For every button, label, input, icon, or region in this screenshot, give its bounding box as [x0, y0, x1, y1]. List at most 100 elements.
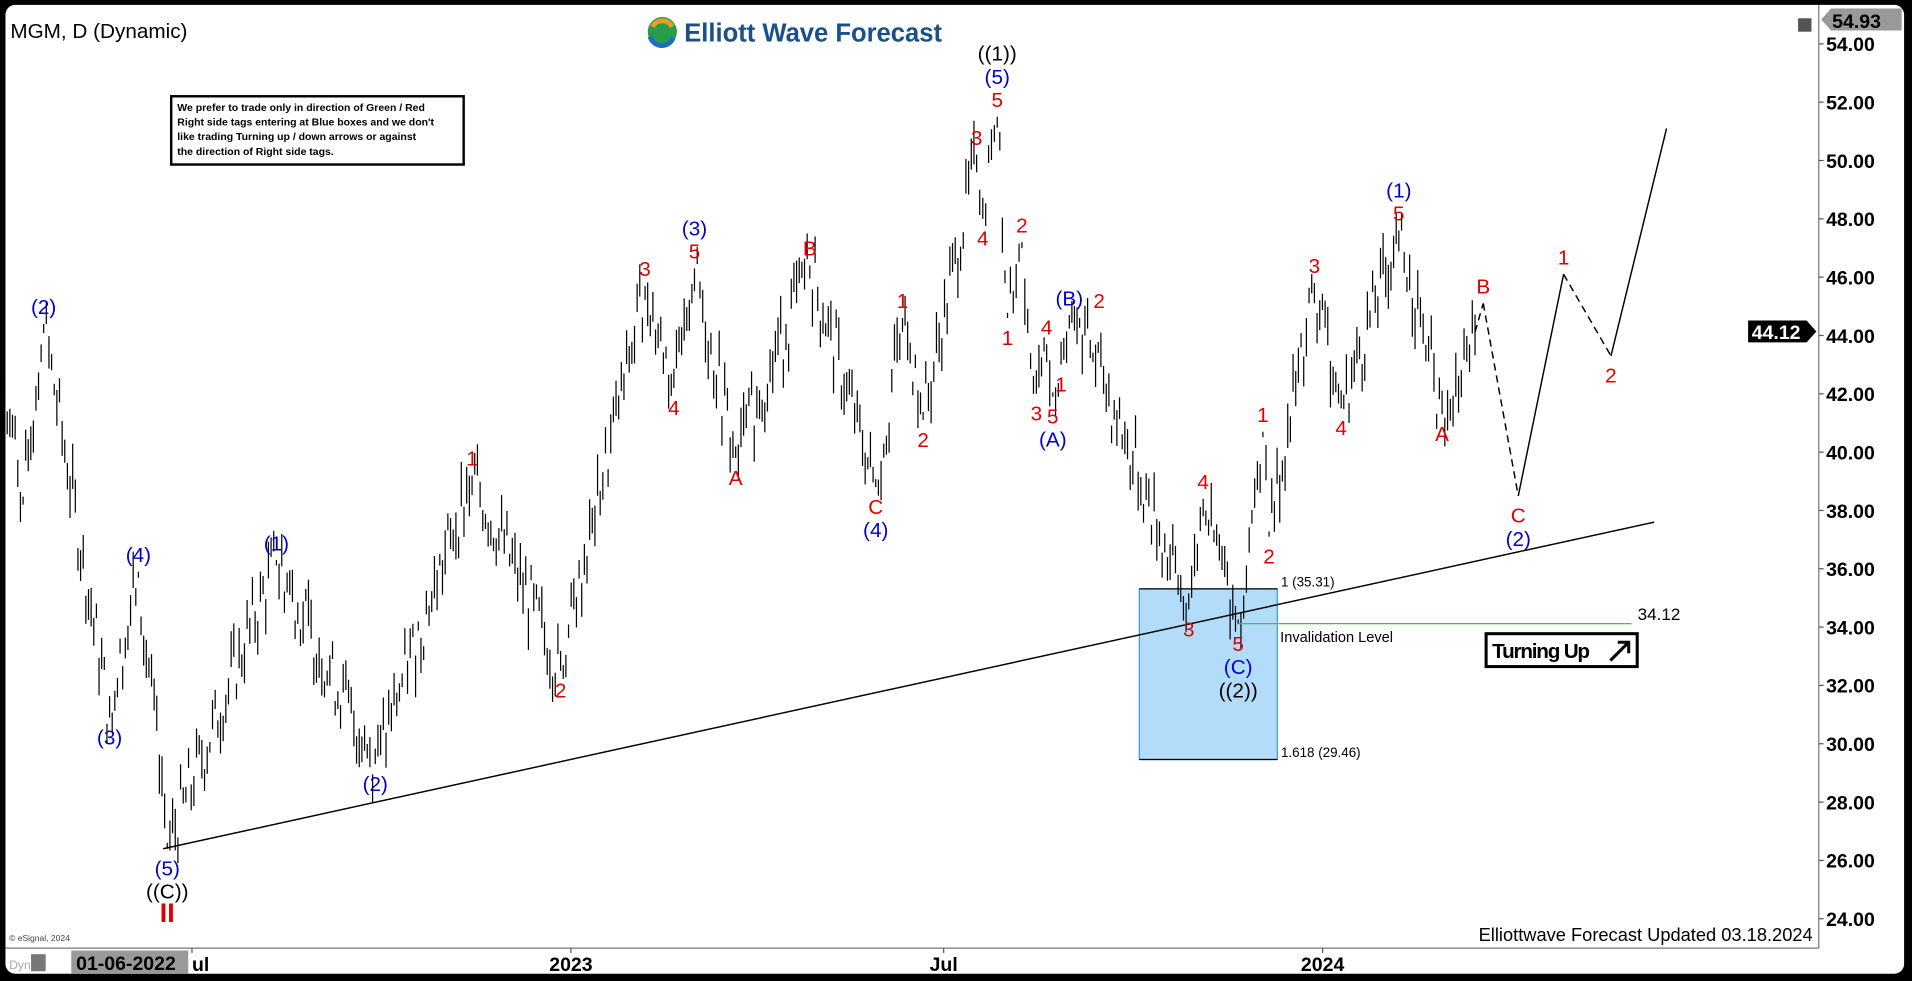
projection-segment: [1517, 274, 1565, 497]
cursor-date-badge: [71, 950, 189, 974]
wave-label: ((C)): [146, 881, 189, 904]
wave-label: II: [160, 898, 175, 928]
wave-label: 4: [1041, 316, 1053, 339]
wave-label: (1): [264, 532, 289, 555]
wave-label: (4): [863, 519, 888, 542]
wave-label: (3): [682, 218, 707, 241]
price-tick-label: 44.00: [1826, 326, 1875, 348]
wave-label: 1: [1257, 404, 1269, 427]
restore-window-icon[interactable]: [1798, 18, 1812, 32]
wave-label: (2): [1506, 528, 1531, 551]
note-line: like trading Turning up / down arrows or…: [177, 132, 416, 143]
wave-label: 2: [917, 429, 929, 452]
price-tick-label: 52.00: [1826, 93, 1875, 115]
last-price-value: 44.12: [1752, 322, 1801, 344]
wave-label: 5: [1232, 633, 1244, 656]
high-price-tag: 54.93: [1821, 8, 1902, 33]
wave-label: 1: [897, 290, 909, 313]
time-tick-label: 2024: [1301, 954, 1345, 976]
lock-icon[interactable]: [31, 954, 46, 972]
price-tick-label: 28.00: [1826, 792, 1875, 814]
wave-label: 3: [639, 258, 651, 281]
invalidation-label: Invalidation Level: [1280, 630, 1393, 646]
time-tick-label: 2023: [549, 954, 593, 976]
wave-label: (2): [363, 773, 388, 796]
projection-segment: [1474, 303, 1484, 333]
last-price-tag: 44.12: [1748, 320, 1817, 344]
note-box: We prefer to trade only in direction of …: [169, 95, 465, 166]
turning-up-text: Turning Up: [1492, 640, 1589, 663]
wave-label: (2): [31, 296, 56, 319]
wave-label: 2: [1605, 365, 1617, 388]
wave-label: (4): [126, 544, 151, 567]
price-tick-label: 36.00: [1826, 559, 1875, 581]
wave-label: 3: [1031, 403, 1043, 426]
wave-label: 5: [1393, 203, 1405, 226]
wave-label: 3: [1183, 618, 1195, 641]
wave-label: (A): [1039, 429, 1067, 452]
logo-text: Elliott Wave Forecast: [684, 19, 942, 47]
time-tick-label: ul: [192, 954, 209, 976]
wave-label: 1: [1002, 327, 1014, 350]
price-tick-label: 50.00: [1826, 151, 1875, 173]
wave-label: 4: [977, 228, 989, 251]
price-tick-label: 46.00: [1826, 267, 1875, 289]
logo: Elliott Wave Forecast: [647, 17, 942, 49]
wave-label: 3: [971, 127, 983, 150]
wave-label: (C): [1224, 656, 1253, 679]
wave-label: 5: [1047, 406, 1059, 429]
wave-label: 1: [466, 448, 478, 471]
price-tick-label: 40.00: [1826, 442, 1875, 464]
chart-panel: [5, 4, 1905, 974]
wave-label: A: [729, 467, 743, 490]
wave-label: B: [1476, 276, 1490, 299]
updated-footer: Elliottwave Forecast Updated 03.18.2024: [1479, 924, 1813, 945]
time-tick-label: Jul: [930, 954, 958, 976]
wave-label: (5): [155, 858, 180, 881]
price-tick-label: 30.00: [1826, 734, 1875, 756]
note-line: We prefer to trade only in direction of …: [177, 103, 425, 114]
box-bottom-label: 1.618 (29.46): [1281, 745, 1361, 760]
wave-label: A: [1435, 423, 1449, 446]
note-line: Right side tags entering at Blue boxes a…: [177, 118, 434, 129]
wave-label: 3: [1309, 255, 1321, 278]
wave-label: 5: [991, 89, 1003, 112]
wave-label: 5: [689, 241, 701, 264]
wave-label: B: [803, 238, 817, 261]
box-top-label: 1 (35.31): [1281, 574, 1335, 589]
wave-label: ((1)): [978, 43, 1017, 66]
projection-segment: [1610, 128, 1668, 357]
trendline: [162, 521, 1655, 850]
blue-box: [1138, 588, 1278, 761]
price-tick-label: 54.00: [1826, 34, 1875, 56]
wave-label: 4: [1335, 417, 1347, 440]
dyn-label: Dyn: [9, 958, 31, 972]
wave-label: 2: [555, 680, 567, 703]
wave-label: 4: [668, 397, 680, 420]
cursor-date: 01-06-2022: [76, 953, 176, 975]
wave-label: 1: [1055, 373, 1067, 396]
invalidation-value: 34.12: [1638, 605, 1681, 624]
copyright: © eSignal, 2024: [9, 933, 70, 943]
price-tick-label: 26.00: [1826, 851, 1875, 873]
wave-label: (5): [985, 66, 1010, 89]
price-tick-label: 38.00: [1826, 501, 1875, 523]
wave-label: (B): [1056, 287, 1084, 310]
note-line: the direction of Right side tags.: [177, 147, 334, 158]
wave-label: 2: [1263, 546, 1275, 569]
price-tick-label: 32.00: [1826, 676, 1875, 698]
turning-up-tag: Turning Up: [1484, 632, 1639, 669]
high-price-value: 54.93: [1832, 11, 1881, 33]
wave-label: ((2)): [1219, 679, 1258, 702]
wave-label: 2: [1016, 214, 1028, 237]
wave-label: 1: [1558, 247, 1570, 270]
wave-label: 2: [1093, 290, 1105, 313]
projection-segment: [1562, 273, 1612, 357]
wave-label: C: [1511, 505, 1526, 528]
price-tick-label: 42.00: [1826, 384, 1875, 406]
wave-label: (3): [97, 726, 122, 749]
projection-segment: [1482, 303, 1519, 497]
wave-label: (1): [1386, 180, 1411, 203]
price-tick-label: 34.00: [1826, 617, 1875, 639]
